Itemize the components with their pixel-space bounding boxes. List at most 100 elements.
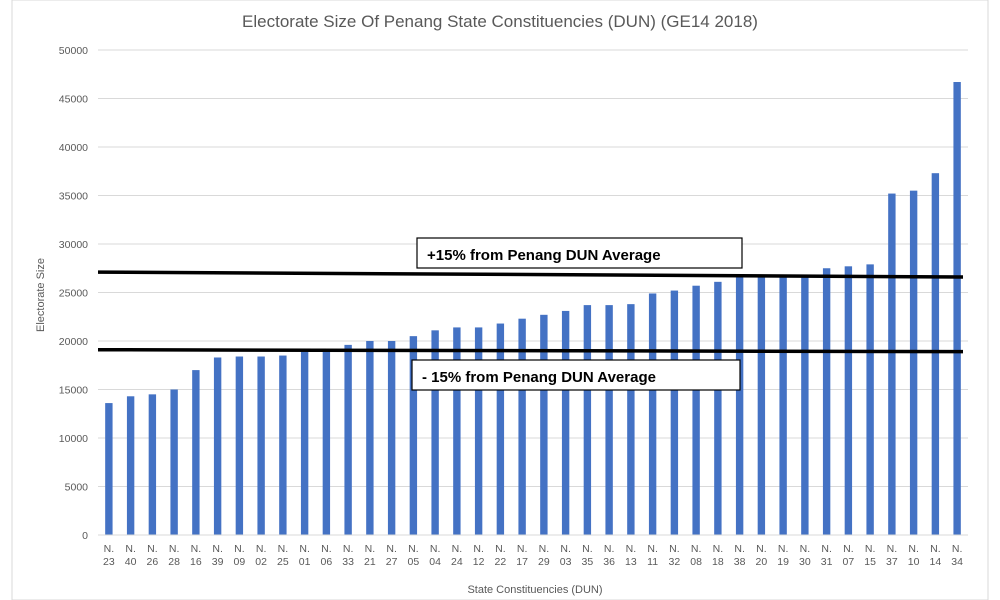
- x-tick-label: N. 38: [734, 543, 746, 568]
- reference-line: [97, 270, 964, 279]
- x-tick-label: N. 09: [234, 543, 246, 568]
- x-tick-label: N. 03: [560, 543, 572, 568]
- bar: [692, 285, 700, 535]
- x-tick-label: N. 33: [342, 543, 354, 568]
- bar: [714, 281, 722, 535]
- bars: [105, 82, 961, 535]
- bar: [822, 268, 831, 535]
- bar: [322, 350, 331, 535]
- bar: [192, 370, 200, 535]
- x-tick-label: N. 40: [125, 543, 137, 568]
- y-tick-label: 0: [82, 530, 88, 542]
- x-tick-label: N. 11: [647, 543, 658, 568]
- x-tick-label: N. 02: [255, 543, 267, 568]
- x-tick-label: N. 34: [951, 543, 963, 568]
- bar: [866, 264, 874, 535]
- y-tick-label: 15000: [59, 385, 88, 397]
- bar: [888, 193, 896, 535]
- annotation-label: +15% from Penang DUN Average: [427, 247, 661, 264]
- x-tick-label: N. 24: [451, 543, 463, 568]
- x-tick-label: N. 29: [538, 543, 550, 568]
- bar: [387, 341, 396, 535]
- bar: [844, 266, 853, 535]
- bar: [779, 276, 787, 535]
- bar: [366, 341, 374, 535]
- x-tick-label: N. 18: [712, 543, 724, 568]
- x-tick-label: N. 20: [756, 543, 768, 568]
- y-tick-label: 20000: [59, 336, 88, 348]
- x-tick-label: N. 13: [625, 543, 637, 568]
- x-tick-label: N. 32: [669, 543, 681, 568]
- bar: [213, 357, 222, 535]
- x-tick-label: N. 21: [364, 543, 376, 568]
- bar: [670, 290, 679, 535]
- y-tick-label: 40000: [59, 142, 88, 154]
- y-axis-ticks: 0 5000 10000 15000 20000 25000 30000 35000 40000…: [59, 45, 88, 542]
- y-tick-label: 50000: [59, 45, 88, 57]
- x-axis-ticks: N. 23 N. 40 N. 26 N. 28 N. 16 N. 39 N. 09 N. 02 N. 25 N. 01…: [103, 543, 963, 568]
- x-tick-label: N. 35: [582, 543, 594, 568]
- bar: [648, 293, 657, 535]
- annotation-box: [416, 237, 743, 269]
- x-tick-label: N. 08: [690, 543, 702, 568]
- x-tick-label: N. 04: [429, 543, 441, 568]
- x-tick-label: N. 10: [908, 543, 920, 568]
- x-tick-label: N. 16: [190, 543, 202, 568]
- x-tick-label: N. 22: [495, 543, 507, 568]
- x-tick-label: N. 05: [408, 543, 420, 568]
- bar: [105, 403, 113, 535]
- y-tick-label: 5000: [65, 482, 89, 494]
- bar: [605, 305, 613, 535]
- bar: [540, 314, 548, 535]
- x-tick-label: N. 07: [843, 543, 855, 568]
- x-tick-label: N. 26: [147, 543, 159, 568]
- y-tick-label: 35000: [59, 191, 88, 203]
- bar: [583, 305, 592, 535]
- x-tick-label: N. 12: [473, 543, 485, 568]
- x-tick-label: N. 30: [799, 543, 811, 568]
- x-tick-label: N. 01: [299, 543, 311, 568]
- bar: [627, 304, 635, 535]
- bar: [257, 356, 265, 535]
- x-axis-label: State Constituencies (DUN): [467, 584, 602, 596]
- x-tick-label: N. 15: [864, 543, 876, 568]
- x-tick-label: N. 36: [603, 543, 615, 568]
- annotation-label: - 15% from Penang DUN Average: [422, 369, 656, 386]
- annotations: +15% from Penang DUN Average - 15% from P…: [97, 237, 964, 391]
- bar: [453, 327, 461, 535]
- bar: [148, 394, 157, 535]
- bar: [431, 330, 439, 535]
- bar: [909, 190, 918, 535]
- bar: [757, 276, 766, 535]
- reference-line: [97, 347, 964, 354]
- bar: [279, 355, 287, 535]
- bar: [931, 173, 940, 535]
- bar: [953, 82, 961, 535]
- bar: [344, 344, 352, 535]
- bar: [170, 389, 178, 535]
- bar: [518, 318, 526, 535]
- x-tick-label: N. 25: [277, 543, 289, 568]
- x-tick-label: N. 28: [168, 543, 180, 568]
- bar: [235, 356, 244, 535]
- x-tick-label: N. 27: [386, 543, 398, 568]
- x-tick-label: N. 37: [886, 543, 898, 568]
- chart-title: Electorate Size Of Penang State Constitu…: [242, 12, 758, 31]
- bar: [496, 323, 505, 535]
- bar: [300, 351, 309, 535]
- x-tick-label: N. 19: [777, 543, 789, 568]
- bar: [561, 310, 570, 535]
- bar: [126, 396, 135, 535]
- y-tick-label: 30000: [59, 239, 88, 251]
- chart-border: [11, 0, 989, 600]
- y-tick-label: 45000: [59, 94, 88, 106]
- y-axis-label: Electorate Size: [35, 258, 47, 332]
- x-tick-label: N. 17: [516, 543, 528, 568]
- bar: [474, 327, 483, 535]
- x-tick-label: N. 39: [212, 543, 224, 568]
- bar: [735, 276, 744, 535]
- x-tick-label: N. 23: [103, 543, 115, 568]
- bar: [409, 336, 418, 535]
- x-tick-label: N. 06: [321, 543, 333, 568]
